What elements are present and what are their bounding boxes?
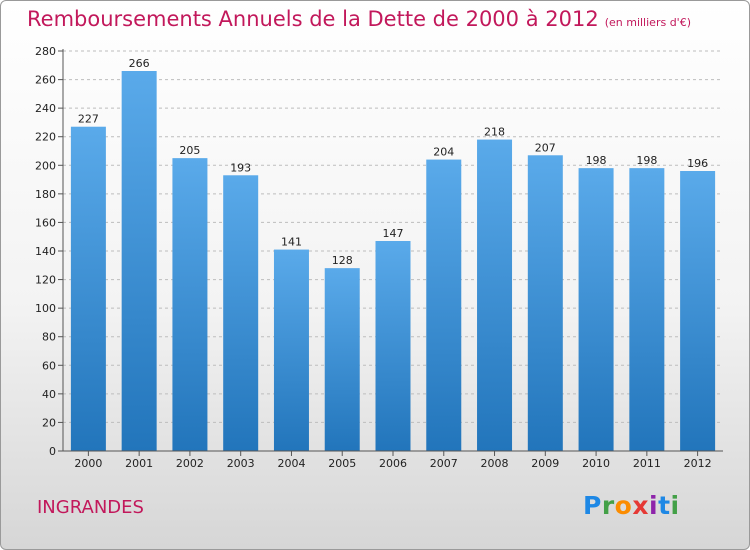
- bar-2010: [578, 168, 614, 451]
- y-tick-label: 140: [35, 245, 56, 258]
- x-tick-label-2007: 2007: [430, 457, 458, 470]
- x-tick-label-2000: 2000: [74, 457, 102, 470]
- bar-2011: [629, 168, 665, 451]
- value-label-2005: 128: [332, 254, 353, 267]
- bar-2001: [121, 71, 157, 451]
- chart-title-text: Remboursements Annuels de la Dette de 20…: [27, 7, 599, 31]
- y-tick-label: 220: [35, 131, 56, 144]
- value-labels: 227 266 205 193 141 128 147 204 218 207 198 198 196: [78, 57, 708, 267]
- x-tick-label-2002: 2002: [176, 457, 204, 470]
- value-label-2001: 266: [129, 57, 150, 70]
- y-tick-label: 0: [49, 445, 56, 458]
- bar-2008: [477, 139, 513, 452]
- bar-2005: [324, 268, 360, 451]
- y-tick-label: 160: [35, 216, 56, 229]
- chart-unit: (en milliers d'€): [604, 16, 691, 29]
- x-tick-label-2012: 2012: [684, 457, 712, 470]
- x-tick-label-2008: 2008: [481, 457, 509, 470]
- value-label-2008: 218: [484, 126, 505, 139]
- bar-2003: [223, 175, 259, 452]
- x-tick-label-2011: 2011: [633, 457, 661, 470]
- value-label-2009: 207: [535, 141, 556, 154]
- y-tick-label: 40: [42, 388, 56, 401]
- commune-name: INGRANDES: [37, 497, 144, 518]
- y-tick-label: 240: [35, 102, 56, 115]
- bar-2009: [527, 155, 563, 452]
- axes: [62, 49, 723, 452]
- bar-2004: [273, 249, 309, 451]
- value-label-2010: 198: [586, 154, 607, 167]
- bar-2002: [172, 158, 208, 451]
- x-tick-label-2005: 2005: [328, 457, 356, 470]
- y-tick-label: 180: [35, 188, 56, 201]
- bar-2000: [70, 126, 106, 451]
- y-tick-label: 60: [42, 359, 56, 372]
- x-tick-label-2010: 2010: [582, 457, 610, 470]
- value-label-2006: 147: [383, 227, 404, 240]
- value-label-2000: 227: [78, 113, 99, 126]
- x-tick-label-2003: 2003: [227, 457, 255, 470]
- y-tick-label: 120: [35, 274, 56, 287]
- x-tick-label-2001: 2001: [125, 457, 153, 470]
- y-tick-label: 80: [42, 331, 56, 344]
- y-tick-label: 200: [35, 159, 56, 172]
- bars: [70, 71, 716, 452]
- x-axis-ticks: 2000 2001 2002 2003 2004 2005 2006 2007 2008 2009…: [74, 451, 712, 470]
- value-label-2003: 193: [230, 161, 251, 174]
- value-label-2004: 141: [281, 236, 302, 249]
- bar-2006: [375, 241, 411, 451]
- y-tick-label: 260: [35, 74, 56, 87]
- y-tick-label: 100: [35, 302, 56, 315]
- y-tick-label: 280: [35, 45, 56, 58]
- value-label-2002: 205: [179, 144, 200, 157]
- bar-2007: [426, 159, 462, 452]
- value-label-2011: 198: [636, 154, 657, 167]
- y-tick-label: 20: [42, 416, 56, 429]
- x-tick-label-2009: 2009: [531, 457, 559, 470]
- proxiti-logo: Proxiti: [583, 491, 680, 520]
- x-tick-label-2004: 2004: [277, 457, 305, 470]
- y-axis-ticks: 0 20 40 60 80 100 120 140 160 180 200 220 240 260 280: [35, 45, 63, 458]
- x-tick-label-2006: 2006: [379, 457, 407, 470]
- value-label-2012: 196: [687, 157, 708, 170]
- value-label-2007: 204: [433, 146, 454, 159]
- chart-title: Remboursements Annuels de la Dette de 20…: [27, 7, 691, 31]
- bar-2012: [680, 171, 716, 451]
